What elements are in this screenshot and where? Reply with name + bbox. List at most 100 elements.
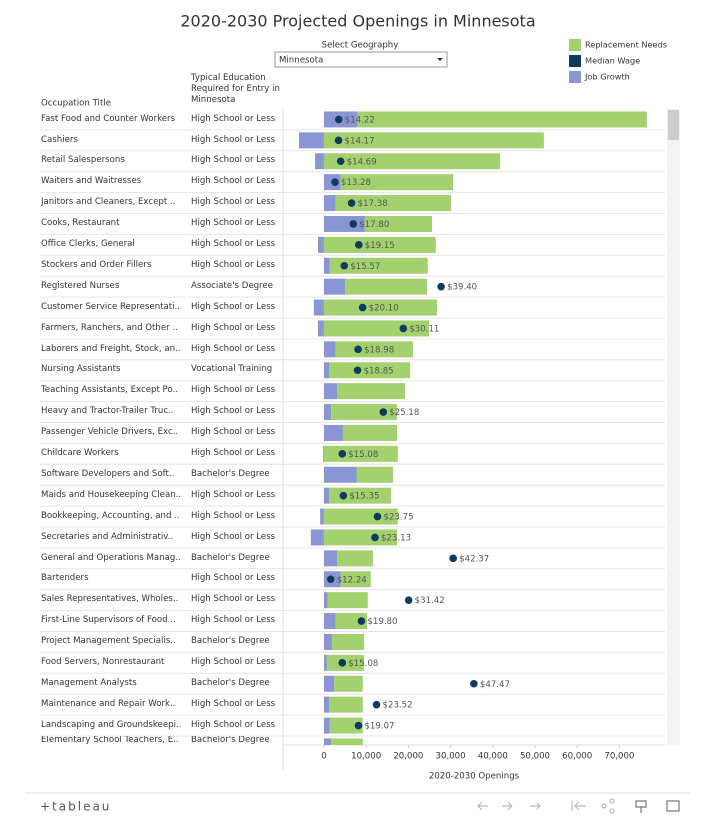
median-wage-dot <box>379 408 388 416</box>
wage-label: $23.13 <box>381 533 411 543</box>
legend-label: Job Growth <box>584 72 630 82</box>
replacement-bar <box>331 738 363 745</box>
share-icon[interactable] <box>609 808 615 814</box>
education-label: Bachelor's Degree <box>191 677 270 688</box>
revert-icon[interactable] <box>530 802 542 810</box>
education-label: High School or Less <box>191 448 276 459</box>
wage-label: $42.37 <box>459 554 489 564</box>
redo-icon[interactable] <box>502 801 513 811</box>
row-label: First-Line Supervisors of Food .. <box>41 615 176 626</box>
wage-label: $25.18 <box>389 408 419 418</box>
job-growth-bar <box>323 738 332 745</box>
education-label: Bachelor's Degree <box>191 468 270 479</box>
row-label: Maids and Housekeeping Clean.. <box>41 489 182 500</box>
education-label: High School or Less <box>191 155 276 166</box>
x-tick-label: 20,000 <box>393 752 423 762</box>
job-growth-bar <box>313 299 324 316</box>
job-growth-bar <box>323 696 330 713</box>
median-wage-dot <box>349 220 358 228</box>
wage-label: $31.42 <box>415 596 445 606</box>
dropdown-arrow[interactable] <box>437 58 443 61</box>
education-label: Bachelor's Degree <box>191 552 270 563</box>
x-tick-label: 0 <box>321 752 326 762</box>
row-header: Occupation Title <box>41 99 111 109</box>
replacement-bar <box>329 487 392 504</box>
share-icon[interactable] <box>609 798 615 804</box>
job-growth-bar <box>323 613 336 630</box>
wage-label: $14.69 <box>347 157 377 167</box>
job-growth-bar <box>323 466 357 483</box>
fullscreen-icon[interactable] <box>666 800 680 812</box>
dropdown[interactable]: Minnesota <box>274 51 448 68</box>
median-wage-dot <box>357 617 366 625</box>
education-label: High School or Less <box>191 615 276 626</box>
replacement-bar <box>357 111 647 128</box>
dropdown-value[interactable]: Minnesota <box>279 56 323 66</box>
replacement-bar <box>329 717 363 734</box>
replacement-bar <box>342 424 397 441</box>
job-growth-bar <box>323 278 346 295</box>
job-growth-bar <box>310 529 324 546</box>
wage-label: $15.35 <box>349 492 379 502</box>
median-wage-dot <box>404 596 413 604</box>
median-wage-dot <box>353 366 362 375</box>
replacement-bar <box>329 362 411 379</box>
median-wage-dot <box>338 450 347 458</box>
education-label: Vocational Training <box>191 364 273 375</box>
education-label: High School or Less <box>191 406 276 417</box>
replacement-bar <box>323 299 438 316</box>
education-label: High School or Less <box>191 531 276 542</box>
wage-label: $19.07 <box>364 722 394 732</box>
replacement-bar <box>335 341 414 358</box>
replacement-bar <box>329 257 428 274</box>
row-label: Office Clerks, General <box>41 239 135 250</box>
wage-label: $15.57 <box>350 262 380 272</box>
job-growth-bar <box>323 550 338 567</box>
replacement-bar <box>327 592 368 609</box>
x-tick-label: 30,000 <box>436 752 466 762</box>
dropdown-box[interactable] <box>274 51 448 68</box>
education-label: High School or Less <box>191 113 276 124</box>
wage-label: $15.08 <box>348 659 378 669</box>
reset-icon[interactable] <box>571 801 586 811</box>
wage-label: $19.80 <box>367 617 397 627</box>
education-label: High School or Less <box>191 719 276 730</box>
wage-label: $18.98 <box>364 345 394 355</box>
median-wage-dot <box>334 136 343 145</box>
row-label: Retail Salespersons <box>41 155 125 166</box>
median-wage-dot <box>354 721 363 730</box>
education-label: High School or Less <box>191 197 276 208</box>
median-wage-dot <box>373 512 382 521</box>
median-wage-dot <box>399 324 408 333</box>
row-label: Waiters and Waitresses <box>41 176 142 187</box>
job-growth-bar <box>323 675 335 692</box>
job-growth-bar <box>323 257 330 274</box>
row-label: Cooks, Restaurant <box>41 218 120 229</box>
row-label: Registered Nurses <box>41 280 120 291</box>
wage-label: $14.17 <box>345 136 375 146</box>
x-tick-label: 10,000 <box>351 752 381 762</box>
download-icon[interactable] <box>635 800 647 813</box>
education-label: Associate's Degree <box>191 280 273 291</box>
education-label: High School or Less <box>191 343 276 354</box>
replacement-bar <box>335 195 451 212</box>
scrollbar[interactable] <box>667 109 680 745</box>
median-wage-dot <box>339 491 348 500</box>
job-growth-bar <box>315 153 324 170</box>
undo-icon[interactable] <box>477 801 488 811</box>
replacement-bar <box>331 404 397 421</box>
job-growth-bar <box>299 132 324 149</box>
tableau-logo[interactable]: +tableau <box>40 800 111 814</box>
row-label: Secretaries and Administrativ.. <box>41 531 174 542</box>
median-wage-dot <box>437 282 445 291</box>
wage-label: $13.28 <box>341 178 371 188</box>
scroll-thumb[interactable] <box>668 110 679 140</box>
replacement-bar <box>356 466 394 483</box>
row-label: Software Developers and Soft.. <box>41 468 175 479</box>
replacement-bar <box>323 320 430 337</box>
share-icon[interactable] <box>601 803 607 809</box>
education-label: High School or Less <box>191 427 276 438</box>
wage-label: $39.40 <box>447 283 477 293</box>
education-label: Bachelor's Degree <box>191 736 270 745</box>
